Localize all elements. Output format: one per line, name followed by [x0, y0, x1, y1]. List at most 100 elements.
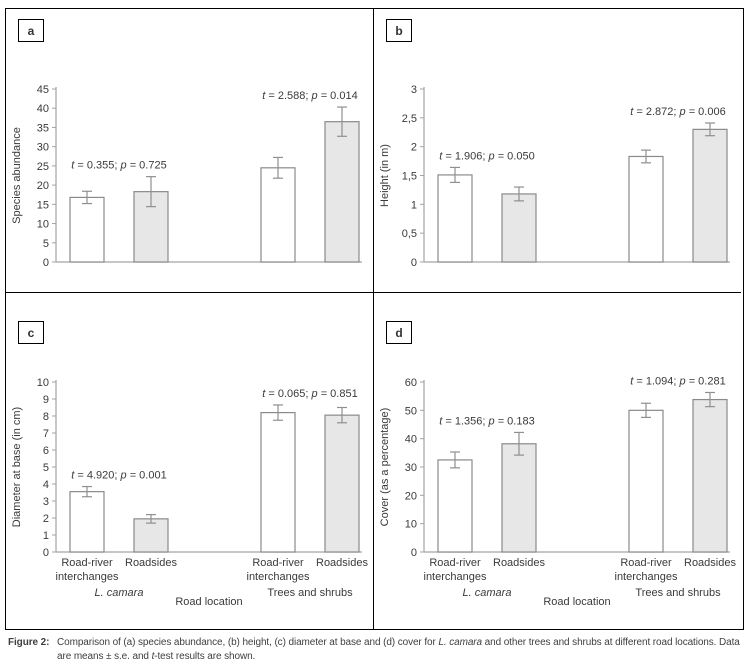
x-category-label: Road-river — [429, 557, 481, 569]
panel-d-label: d — [386, 321, 412, 344]
y-tick-label: 5 — [43, 238, 49, 250]
panel-a: a 0 5 10 15 20 25 30 35 40 45 Species abundance t =… — [6, 9, 374, 293]
figure-caption: Figure 2: Comparison of (a) species abun… — [8, 636, 741, 663]
ttest-annotation: t = 2.872; p = 0.006 — [630, 106, 725, 118]
x-category-label: interchanges — [247, 571, 310, 583]
bar-a-3 — [324, 121, 360, 263]
x-category-label: Roadsides — [493, 557, 545, 569]
x-category-label: Roadsides — [316, 557, 368, 569]
panel-b: b 0 0,5 1 1,5 2 2,5 3 Height (in m) t = 1.906; p… — [374, 9, 741, 293]
bar-a-0 — [69, 196, 105, 263]
ttest-annotation: t = 2.588; p = 0.014 — [262, 90, 357, 102]
x-category-label: Roadsides — [684, 557, 736, 569]
y-tick-label: 10 — [37, 377, 49, 389]
y-axis-title: Cover (as a percentage) — [379, 408, 391, 527]
ttest-annotation: t = 0.355; p = 0.725 — [71, 160, 166, 172]
chart-b-height: 0 0,5 1 1,5 2 2,5 3 Height (in m) t = 1.906; p =… — [379, 84, 730, 269]
x-group-label: Trees and shrubs — [267, 587, 353, 599]
y-tick-label: 45 — [37, 84, 49, 96]
bar-d-0 — [437, 459, 473, 553]
y-tick-label: 20 — [37, 180, 49, 192]
chart-c-diameter-at-base: 0 1 2 3 4 5 6 7 8 9 10 Diameter at base (in cm) t = … — [11, 377, 368, 608]
figure-caption-text: Comparison of (a) species abundance, (b)… — [57, 636, 741, 663]
bar-b-3 — [692, 128, 728, 263]
y-tick-label: 30 — [37, 142, 49, 154]
y-axis-title: Species abundance — [11, 127, 23, 224]
x-category-label: Roadsides — [125, 557, 177, 569]
y-tick-label: 3 — [43, 496, 49, 508]
chart-d-cover-percentage: 0 10 20 30 40 50 60 Cover (as a percentage) t = … — [379, 375, 736, 608]
panel-b-label: b — [386, 19, 412, 42]
y-tick-label: 1 — [43, 530, 49, 542]
panel-c: c 0 1 2 3 4 5 6 7 8 9 10 Diameter at base (in cm) t … — [6, 293, 374, 629]
bar-d-3 — [692, 398, 728, 553]
panels-grid: a 0 5 10 15 20 25 30 35 40 45 Species abundance t =… — [5, 8, 744, 630]
y-tick-label: 2,5 — [402, 113, 417, 125]
y-tick-label: 10 — [37, 219, 49, 231]
y-tick-label: 2 — [411, 142, 417, 154]
y-tick-label: 50 — [405, 405, 417, 417]
x-category-label: Road-river — [61, 557, 113, 569]
ttest-annotation: t = 1.094; p = 0.281 — [630, 375, 725, 387]
bar-c-1 — [133, 518, 169, 553]
ttest-annotation: t = 1.356; p = 0.183 — [439, 415, 534, 427]
y-tick-label: 0,5 — [402, 228, 417, 240]
y-tick-label: 4 — [43, 479, 49, 491]
caption-text-part: Comparison of (a) species abundance, (b)… — [57, 637, 439, 648]
x-group-label: L. camara — [463, 587, 512, 599]
ttest-annotation: t = 1.906; p = 0.050 — [439, 150, 534, 162]
y-tick-label: 25 — [37, 161, 49, 173]
ttest-annotation: t = 0.065; p = 0.851 — [262, 388, 357, 400]
y-tick-label: 10 — [405, 519, 417, 531]
y-tick-label: 1,5 — [402, 171, 417, 183]
panel-letter: a — [27, 23, 35, 38]
caption-italic-term: t — [151, 650, 155, 662]
x-axis-title: Road location — [175, 596, 242, 608]
figure-caption-label: Figure 2: — [8, 637, 50, 648]
y-tick-label: 0 — [43, 257, 49, 269]
x-category-label: interchanges — [424, 571, 487, 583]
panel-letter: b — [395, 23, 403, 38]
y-tick-label: 30 — [405, 462, 417, 474]
caption-italic-term: L. camara — [438, 637, 482, 648]
y-tick-label: 6 — [43, 445, 49, 457]
y-tick-label: 35 — [37, 122, 49, 134]
bar-a-2 — [260, 167, 296, 263]
y-tick-label: 15 — [37, 199, 49, 211]
bar-d-2 — [628, 409, 664, 553]
y-axis-title: Diameter at base (in cm) — [11, 407, 23, 527]
x-group-label: Trees and shrubs — [635, 587, 721, 599]
y-tick-label: 20 — [405, 490, 417, 502]
x-group-label: L. camara — [95, 587, 144, 599]
y-tick-label: 5 — [43, 462, 49, 474]
panel-d: d 0 10 20 30 40 50 60 Cover (as a percentage) t … — [374, 293, 741, 629]
y-tick-label: 9 — [43, 394, 49, 406]
panel-a-label: a — [18, 19, 44, 42]
y-tick-label: 40 — [405, 434, 417, 446]
y-tick-label: 0 — [411, 547, 417, 559]
caption-text-part: and other trees and shrubs at different … — [57, 637, 740, 662]
y-tick-label: 8 — [43, 411, 49, 423]
y-tick-label: 40 — [37, 103, 49, 115]
y-axis-title: Height (in m) — [379, 144, 391, 207]
y-tick-label: 7 — [43, 428, 49, 440]
panel-letter: c — [27, 325, 35, 340]
caption-text-part: -test results are shown. — [154, 650, 256, 662]
y-tick-label: 2 — [43, 513, 49, 525]
x-category-label: interchanges — [56, 571, 119, 583]
bar-b-1 — [501, 193, 537, 263]
bar-d-1 — [501, 443, 537, 553]
bar-c-3 — [324, 414, 360, 553]
x-category-label: Road-river — [620, 557, 672, 569]
bar-c-2 — [260, 411, 296, 553]
x-category-label: interchanges — [615, 571, 678, 583]
x-category-label: Road-river — [252, 557, 304, 569]
y-tick-label: 3 — [411, 84, 417, 96]
bar-c-0 — [69, 491, 105, 553]
y-tick-label: 0 — [411, 257, 417, 269]
chart-a-species-abundance: 0 5 10 15 20 25 30 35 40 45 Species abundance t = 0… — [11, 84, 362, 269]
ttest-annotation: t = 4.920; p = 0.001 — [71, 470, 166, 482]
bar-b-0 — [437, 174, 473, 263]
panel-c-label: c — [18, 321, 44, 344]
